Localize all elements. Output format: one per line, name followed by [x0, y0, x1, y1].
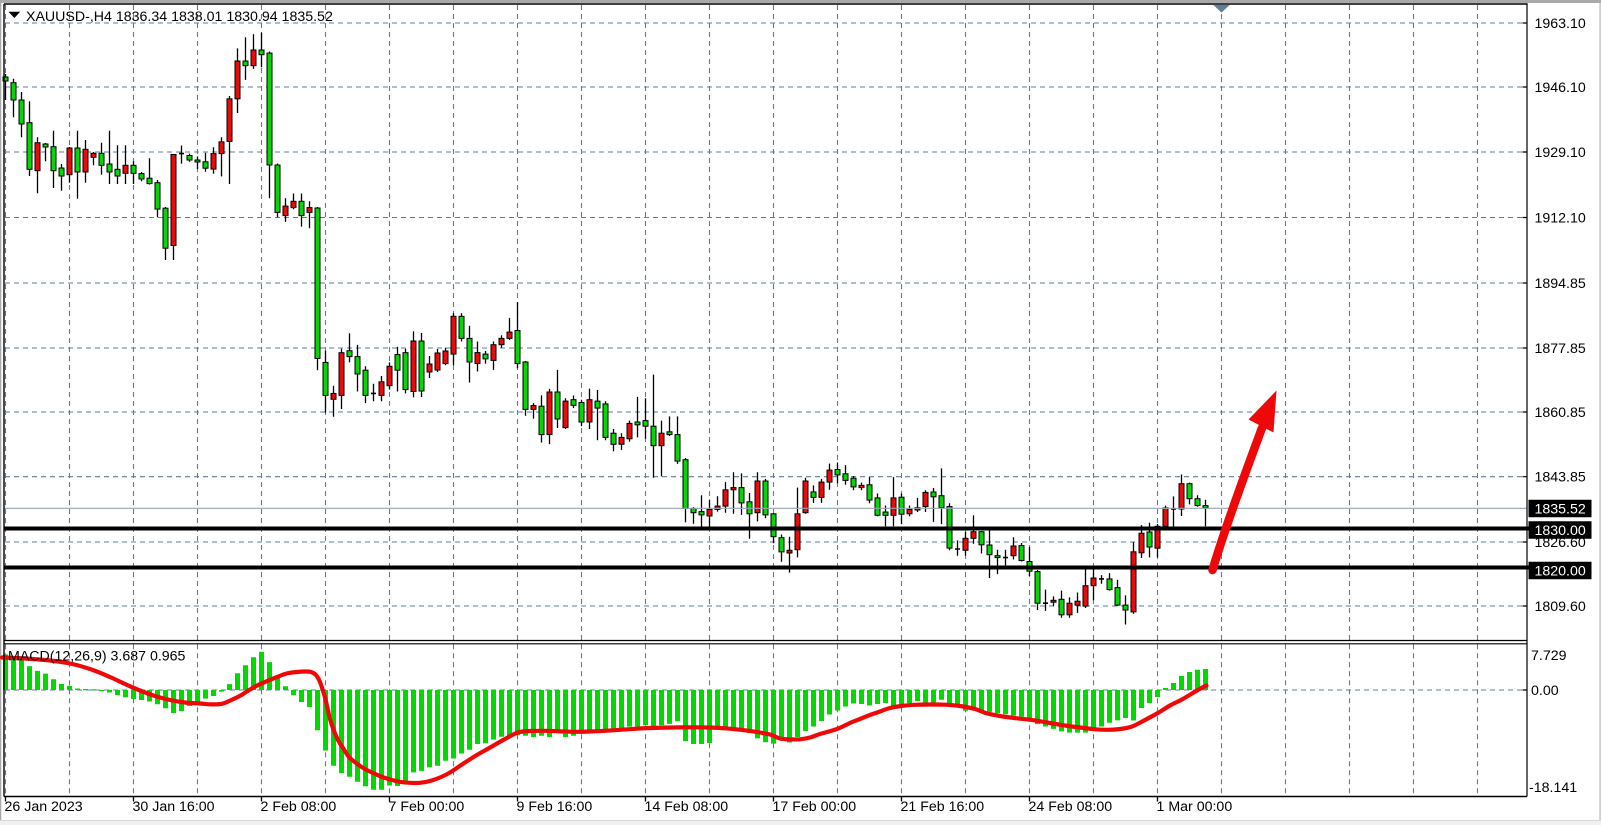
svg-text:9 Feb 16:00: 9 Feb 16:00	[517, 799, 593, 815]
svg-text:1946.10: 1946.10	[1535, 80, 1586, 96]
svg-text:24 Feb 08:00: 24 Feb 08:00	[1029, 799, 1113, 815]
svg-text:1877.85: 1877.85	[1535, 341, 1586, 357]
svg-text:XAUUSD-,H4 1836.34 1838.01 18: XAUUSD-,H4 1836.34 1838.01 1830.94 1835.…	[26, 9, 333, 25]
svg-text:1894.85: 1894.85	[1535, 276, 1586, 292]
svg-text:1860.85: 1860.85	[1535, 405, 1586, 421]
svg-text:1 Mar 00:00: 1 Mar 00:00	[1157, 799, 1233, 815]
svg-text:1809.60: 1809.60	[1535, 599, 1586, 615]
svg-text:0.00: 0.00	[1531, 683, 1559, 699]
svg-text:1830.00: 1830.00	[1535, 523, 1586, 539]
svg-text:26 Jan 2023: 26 Jan 2023	[5, 799, 83, 815]
svg-text:17 Feb 00:00: 17 Feb 00:00	[773, 799, 857, 815]
svg-text:14 Feb 08:00: 14 Feb 08:00	[645, 799, 729, 815]
svg-text:2 Feb 08:00: 2 Feb 08:00	[261, 799, 337, 815]
svg-text:1963.10: 1963.10	[1535, 16, 1586, 32]
svg-text:1929.10: 1929.10	[1535, 145, 1586, 161]
svg-text:1843.85: 1843.85	[1535, 470, 1586, 486]
svg-text:1820.00: 1820.00	[1535, 563, 1586, 579]
svg-text:-18.141: -18.141	[1529, 780, 1577, 796]
svg-text:21 Feb 16:00: 21 Feb 16:00	[901, 799, 985, 815]
svg-text:7.729: 7.729	[1531, 648, 1567, 664]
svg-text:1912.10: 1912.10	[1535, 210, 1586, 226]
svg-text:30 Jan 16:00: 30 Jan 16:00	[133, 799, 215, 815]
svg-text:MACD(12,26,9) 3.687 0.965: MACD(12,26,9) 3.687 0.965	[8, 649, 186, 665]
svg-text:7 Feb 00:00: 7 Feb 00:00	[389, 799, 465, 815]
svg-text:1835.52: 1835.52	[1535, 501, 1586, 517]
svg-text:1826.60: 1826.60	[1535, 535, 1586, 551]
